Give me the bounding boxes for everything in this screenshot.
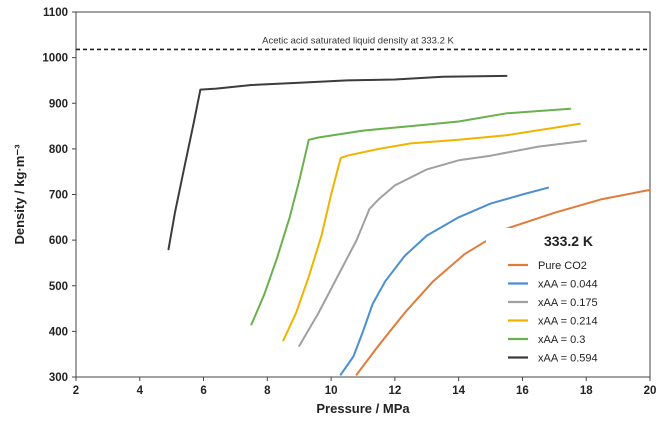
legend-label-2: xAA = 0.175 bbox=[538, 297, 598, 309]
x-tick-label: 6 bbox=[200, 385, 206, 397]
x-tick-label: 18 bbox=[580, 385, 593, 397]
x-tick-label: 8 bbox=[264, 385, 271, 397]
series-line-4 bbox=[250, 107, 572, 326]
legend-box bbox=[486, 228, 646, 370]
reference-line-label: Acetic acid saturated liquid density at … bbox=[262, 35, 454, 46]
x-tick-label: 16 bbox=[516, 385, 529, 397]
series-line-5 bbox=[167, 74, 508, 251]
y-tick-label: 400 bbox=[49, 326, 68, 338]
y-tick-label: 1000 bbox=[42, 53, 68, 65]
series-line-1 bbox=[339, 186, 549, 376]
y-tick-label: 300 bbox=[49, 372, 68, 384]
legend-label-1: xAA = 0.044 bbox=[538, 279, 598, 291]
legend-label-0: Pure CO2 bbox=[538, 260, 587, 272]
legend-label-4: xAA = 0.3 bbox=[538, 334, 585, 346]
x-tick-label: 4 bbox=[137, 385, 144, 397]
legend-label-3: xAA = 0.214 bbox=[538, 316, 598, 328]
y-tick-label: 500 bbox=[49, 281, 68, 293]
x-tick-label: 20 bbox=[644, 385, 657, 397]
y-tick-label: 600 bbox=[49, 235, 68, 247]
x-tick-label: 10 bbox=[325, 385, 338, 397]
legend-label-5: xAA = 0.594 bbox=[538, 353, 598, 365]
x-tick-label: 12 bbox=[388, 385, 401, 397]
y-axis-title: Density / kg·m⁻³ bbox=[12, 144, 27, 245]
series-line-0 bbox=[355, 188, 651, 376]
series-line-2 bbox=[298, 139, 588, 347]
x-tick-label: 2 bbox=[73, 385, 79, 397]
legend-title: 333.2 K bbox=[544, 233, 593, 249]
y-tick-label: 900 bbox=[49, 98, 68, 110]
series-line-3 bbox=[282, 122, 581, 342]
y-tick-label: 1100 bbox=[43, 7, 68, 19]
x-tick-label: 14 bbox=[452, 385, 465, 397]
y-tick-label: 700 bbox=[49, 190, 68, 202]
x-axis-title: Pressure / MPa bbox=[316, 401, 410, 416]
y-tick-label: 800 bbox=[49, 144, 68, 156]
